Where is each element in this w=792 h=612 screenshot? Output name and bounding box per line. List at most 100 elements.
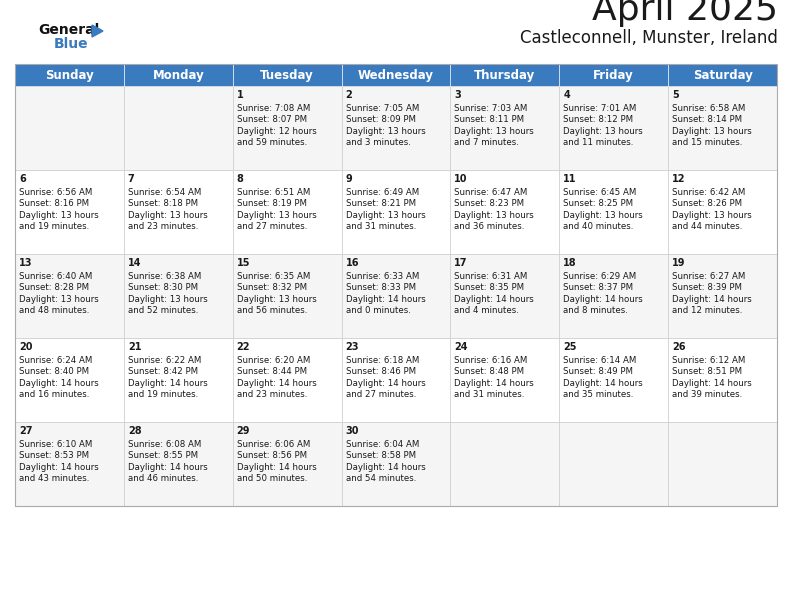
Text: Sunrise: 6:29 AM: Sunrise: 6:29 AM [563, 272, 637, 281]
Text: Daylight: 13 hours: Daylight: 13 hours [455, 127, 534, 136]
Text: and 56 minutes.: and 56 minutes. [237, 306, 307, 315]
Text: Sunrise: 6:47 AM: Sunrise: 6:47 AM [455, 188, 527, 196]
Text: 11: 11 [563, 174, 577, 184]
Bar [233, 338, 341, 422]
Text: 6: 6 [19, 174, 26, 184]
Text: Sunrise: 6:51 AM: Sunrise: 6:51 AM [237, 188, 310, 196]
Text: and 40 minutes.: and 40 minutes. [563, 222, 634, 231]
Text: Castleconnell, Munster, Ireland: Castleconnell, Munster, Ireland [520, 29, 778, 47]
Bar [124, 170, 233, 254]
Bar [341, 254, 451, 338]
Text: Sunset: 8:58 PM: Sunset: 8:58 PM [345, 451, 416, 460]
Text: General: General [38, 23, 99, 37]
Text: and 7 minutes.: and 7 minutes. [455, 138, 520, 147]
Text: Daylight: 13 hours: Daylight: 13 hours [455, 211, 534, 220]
Text: Sunset: 8:28 PM: Sunset: 8:28 PM [19, 283, 89, 292]
Text: 10: 10 [455, 174, 468, 184]
Text: 21: 21 [128, 342, 141, 352]
Text: Sunset: 8:33 PM: Sunset: 8:33 PM [345, 283, 416, 292]
Text: Daylight: 14 hours: Daylight: 14 hours [237, 463, 317, 472]
Text: Daylight: 13 hours: Daylight: 13 hours [345, 211, 425, 220]
Text: Sunset: 8:48 PM: Sunset: 8:48 PM [455, 367, 524, 376]
Text: Daylight: 14 hours: Daylight: 14 hours [455, 379, 534, 388]
Text: and 50 minutes.: and 50 minutes. [237, 474, 307, 483]
Text: Sunset: 8:53 PM: Sunset: 8:53 PM [19, 451, 89, 460]
Text: Sunrise: 6:14 AM: Sunrise: 6:14 AM [563, 356, 637, 365]
Text: 1: 1 [237, 90, 243, 100]
Bar [451, 64, 559, 86]
Text: Tuesday: Tuesday [261, 69, 314, 81]
Text: Sunset: 8:25 PM: Sunset: 8:25 PM [563, 199, 634, 208]
Text: Sunrise: 6:18 AM: Sunrise: 6:18 AM [345, 356, 419, 365]
Text: and 54 minutes.: and 54 minutes. [345, 474, 416, 483]
Text: Sunset: 8:44 PM: Sunset: 8:44 PM [237, 367, 307, 376]
Bar [668, 254, 777, 338]
Text: Sunset: 8:56 PM: Sunset: 8:56 PM [237, 451, 307, 460]
Text: Daylight: 14 hours: Daylight: 14 hours [563, 295, 643, 304]
Text: Sunrise: 6:31 AM: Sunrise: 6:31 AM [455, 272, 527, 281]
Text: Sunrise: 7:01 AM: Sunrise: 7:01 AM [563, 103, 637, 113]
Text: Sunset: 8:18 PM: Sunset: 8:18 PM [128, 199, 198, 208]
Text: Daylight: 13 hours: Daylight: 13 hours [237, 211, 317, 220]
Text: and 23 minutes.: and 23 minutes. [237, 390, 307, 399]
Text: Monday: Monday [152, 69, 204, 81]
Text: Sunset: 8:21 PM: Sunset: 8:21 PM [345, 199, 416, 208]
Text: Daylight: 13 hours: Daylight: 13 hours [19, 295, 99, 304]
Text: 7: 7 [128, 174, 135, 184]
Text: 26: 26 [672, 342, 686, 352]
Text: Sunset: 8:35 PM: Sunset: 8:35 PM [455, 283, 524, 292]
Text: Sunrise: 6:10 AM: Sunrise: 6:10 AM [19, 439, 93, 449]
Text: Sunrise: 6:27 AM: Sunrise: 6:27 AM [672, 272, 745, 281]
Bar [15, 422, 124, 506]
Text: Sunset: 8:51 PM: Sunset: 8:51 PM [672, 367, 742, 376]
Bar [451, 422, 559, 506]
Text: Daylight: 14 hours: Daylight: 14 hours [19, 463, 99, 472]
Text: Daylight: 13 hours: Daylight: 13 hours [563, 127, 643, 136]
Text: and 19 minutes.: and 19 minutes. [19, 222, 89, 231]
Text: Sunset: 8:55 PM: Sunset: 8:55 PM [128, 451, 198, 460]
Bar [233, 254, 341, 338]
Text: Sunset: 8:37 PM: Sunset: 8:37 PM [563, 283, 634, 292]
Bar [233, 170, 341, 254]
Text: Sunset: 8:26 PM: Sunset: 8:26 PM [672, 199, 742, 208]
Text: Blue: Blue [54, 37, 89, 51]
Text: Daylight: 14 hours: Daylight: 14 hours [237, 379, 317, 388]
Text: 17: 17 [455, 258, 468, 268]
Text: Daylight: 14 hours: Daylight: 14 hours [455, 295, 534, 304]
Bar [559, 64, 668, 86]
Text: Daylight: 13 hours: Daylight: 13 hours [128, 295, 208, 304]
Bar [451, 338, 559, 422]
Text: Sunset: 8:11 PM: Sunset: 8:11 PM [455, 115, 524, 124]
Text: and 36 minutes.: and 36 minutes. [455, 222, 525, 231]
Text: Sunrise: 6:58 AM: Sunrise: 6:58 AM [672, 103, 745, 113]
Bar [341, 86, 451, 170]
Text: 15: 15 [237, 258, 250, 268]
Text: Friday: Friday [593, 69, 634, 81]
Text: Sunrise: 6:33 AM: Sunrise: 6:33 AM [345, 272, 419, 281]
Text: Daylight: 13 hours: Daylight: 13 hours [128, 211, 208, 220]
Text: Thursday: Thursday [474, 69, 535, 81]
Text: Sunrise: 6:54 AM: Sunrise: 6:54 AM [128, 188, 201, 196]
Text: Sunrise: 7:08 AM: Sunrise: 7:08 AM [237, 103, 310, 113]
Text: and 19 minutes.: and 19 minutes. [128, 390, 198, 399]
Bar [233, 422, 341, 506]
Text: and 46 minutes.: and 46 minutes. [128, 474, 198, 483]
Text: 4: 4 [563, 90, 570, 100]
Text: Daylight: 14 hours: Daylight: 14 hours [128, 379, 208, 388]
Bar [668, 338, 777, 422]
Text: Sunset: 8:40 PM: Sunset: 8:40 PM [19, 367, 89, 376]
Text: Daylight: 13 hours: Daylight: 13 hours [345, 127, 425, 136]
Text: and 27 minutes.: and 27 minutes. [237, 222, 307, 231]
Bar [341, 64, 451, 86]
Text: 5: 5 [672, 90, 679, 100]
Bar [668, 170, 777, 254]
Bar [668, 64, 777, 86]
Bar [124, 422, 233, 506]
Bar [233, 64, 341, 86]
Text: and 27 minutes.: and 27 minutes. [345, 390, 416, 399]
Text: and 23 minutes.: and 23 minutes. [128, 222, 198, 231]
Text: Sunset: 8:30 PM: Sunset: 8:30 PM [128, 283, 198, 292]
Bar [15, 64, 124, 86]
Text: Sunrise: 7:05 AM: Sunrise: 7:05 AM [345, 103, 419, 113]
Text: 2: 2 [345, 90, 352, 100]
